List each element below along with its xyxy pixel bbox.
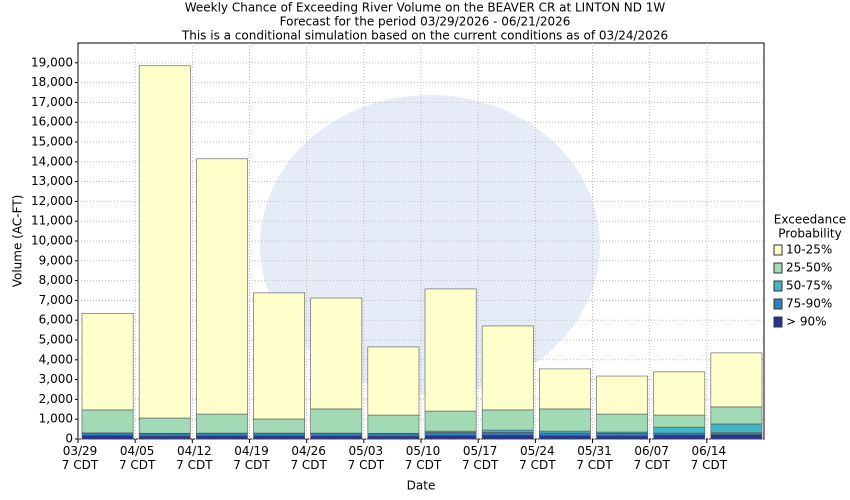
y-tick-label: 13,000 bbox=[31, 174, 73, 188]
legend-title: Exceedance bbox=[774, 213, 846, 227]
bar-segment bbox=[539, 432, 591, 436]
x-tick-label: 04/26 7 CDT bbox=[290, 444, 327, 472]
bar-segment bbox=[653, 371, 706, 416]
legend-label: 25-50% bbox=[786, 261, 832, 275]
bar-segment bbox=[138, 417, 191, 434]
bar-segment bbox=[196, 413, 248, 434]
bar-segment bbox=[539, 435, 591, 440]
bar-segment bbox=[81, 409, 134, 434]
bar-segment bbox=[424, 288, 477, 412]
bar-segment bbox=[367, 346, 420, 416]
bar-segment bbox=[138, 433, 191, 437]
bar-segment bbox=[196, 432, 248, 437]
bar-segment bbox=[596, 413, 648, 433]
y-tick-label: 4,000 bbox=[39, 352, 73, 366]
y-tick-label: 10,000 bbox=[31, 234, 73, 248]
y-tick-label: 11,000 bbox=[31, 214, 73, 228]
legend-swatch bbox=[773, 280, 783, 292]
bar-segment bbox=[367, 435, 420, 440]
y-tick-label: 2,000 bbox=[39, 392, 73, 406]
x-tick-label: 05/31 7 CDT bbox=[576, 444, 613, 472]
bar-segment bbox=[481, 434, 534, 440]
bar-segment bbox=[596, 435, 648, 440]
y-tick-label: 12,000 bbox=[31, 194, 73, 208]
x-tick-label: 04/19 7 CDT bbox=[233, 444, 270, 472]
legend-title: Probability bbox=[778, 227, 841, 241]
legend-label: 10-25% bbox=[786, 243, 832, 257]
x-tick-label: 06/07 7 CDT bbox=[633, 444, 670, 472]
bar-segment bbox=[710, 406, 763, 425]
bar-segment bbox=[596, 432, 648, 437]
bar-segment bbox=[310, 432, 363, 437]
y-tick-label: 7,000 bbox=[39, 293, 73, 307]
bar-segment bbox=[710, 434, 763, 440]
y-tick-label: 14,000 bbox=[31, 154, 73, 168]
y-tick-label: 18,000 bbox=[31, 75, 73, 89]
y-tick-label: 19,000 bbox=[31, 55, 73, 69]
x-tick-label: 03/29 7 CDT bbox=[62, 444, 99, 472]
y-tick-label: 1,000 bbox=[39, 412, 73, 426]
bar-segment bbox=[367, 414, 420, 434]
bar-segment bbox=[424, 432, 477, 436]
y-tick-label: 17,000 bbox=[31, 95, 73, 109]
x-tick-label: 04/12 7 CDT bbox=[176, 444, 213, 472]
bar-segment bbox=[81, 432, 134, 436]
bar-segment bbox=[481, 429, 534, 433]
bar-segment bbox=[310, 435, 363, 440]
y-tick-label: 16,000 bbox=[31, 115, 73, 129]
x-tick-label: 05/03 7 CDT bbox=[348, 444, 385, 472]
chart-title: Weekly Chance of Exceeding River Volume … bbox=[185, 1, 666, 15]
y-tick-label: 6,000 bbox=[39, 313, 73, 327]
bar-segment bbox=[539, 368, 591, 410]
bar-segment bbox=[196, 435, 248, 440]
bar-segment bbox=[710, 352, 763, 408]
x-tick-label: 05/17 7 CDT bbox=[462, 444, 499, 472]
bar-segment bbox=[481, 431, 534, 436]
legend-label: 50-75% bbox=[786, 279, 832, 293]
legend-label: > 90% bbox=[786, 315, 827, 329]
x-tick-label: 06/14 7 CDT bbox=[691, 444, 728, 472]
x-tick-label: 05/10 7 CDT bbox=[405, 444, 442, 472]
legend-swatch bbox=[773, 298, 783, 310]
bar-segment bbox=[138, 435, 191, 440]
bar-segment bbox=[253, 418, 305, 434]
bar-segment bbox=[253, 435, 305, 440]
bar-segment bbox=[653, 414, 706, 428]
bar-segment bbox=[253, 432, 305, 437]
y-tick-label: 0 bbox=[65, 432, 73, 446]
y-tick-label: 15,000 bbox=[31, 135, 73, 149]
bar-segment bbox=[424, 410, 477, 432]
legend-label: 75-90% bbox=[786, 297, 832, 311]
bar-segment bbox=[481, 325, 534, 411]
y-axis-label: Volume (AC-FT) bbox=[11, 195, 25, 288]
bar-segment bbox=[196, 158, 248, 415]
x-tick-label: 04/05 7 CDT bbox=[119, 444, 156, 472]
bar-segment bbox=[424, 435, 477, 440]
bar-segment bbox=[539, 408, 591, 432]
bar-segment bbox=[481, 409, 534, 431]
legend-swatch bbox=[773, 316, 783, 328]
legend-swatch bbox=[773, 244, 783, 256]
bar-segment bbox=[367, 433, 420, 437]
bar-segment bbox=[653, 426, 706, 434]
bar-segment bbox=[596, 375, 648, 415]
y-tick-label: 9,000 bbox=[39, 253, 73, 267]
bar-segment bbox=[310, 297, 363, 410]
y-tick-label: 5,000 bbox=[39, 333, 73, 347]
bar-segment bbox=[81, 312, 134, 411]
bar-segment bbox=[653, 434, 706, 440]
x-tick-label: 05/24 7 CDT bbox=[519, 444, 556, 472]
y-tick-label: 8,000 bbox=[39, 273, 73, 287]
bar-segment bbox=[253, 292, 305, 420]
y-tick-label: 3,000 bbox=[39, 372, 73, 386]
bar-segment bbox=[710, 423, 763, 433]
bar-segment bbox=[310, 408, 363, 434]
legend-swatch bbox=[773, 262, 783, 274]
bar-segment bbox=[81, 435, 134, 440]
chart-subtitle: This is a conditional simulation based o… bbox=[181, 29, 668, 43]
bar-segment bbox=[138, 65, 191, 419]
x-axis-label: Date bbox=[407, 479, 436, 493]
chart-subtitle: Forecast for the period 03/29/2026 - 06/… bbox=[280, 15, 571, 29]
